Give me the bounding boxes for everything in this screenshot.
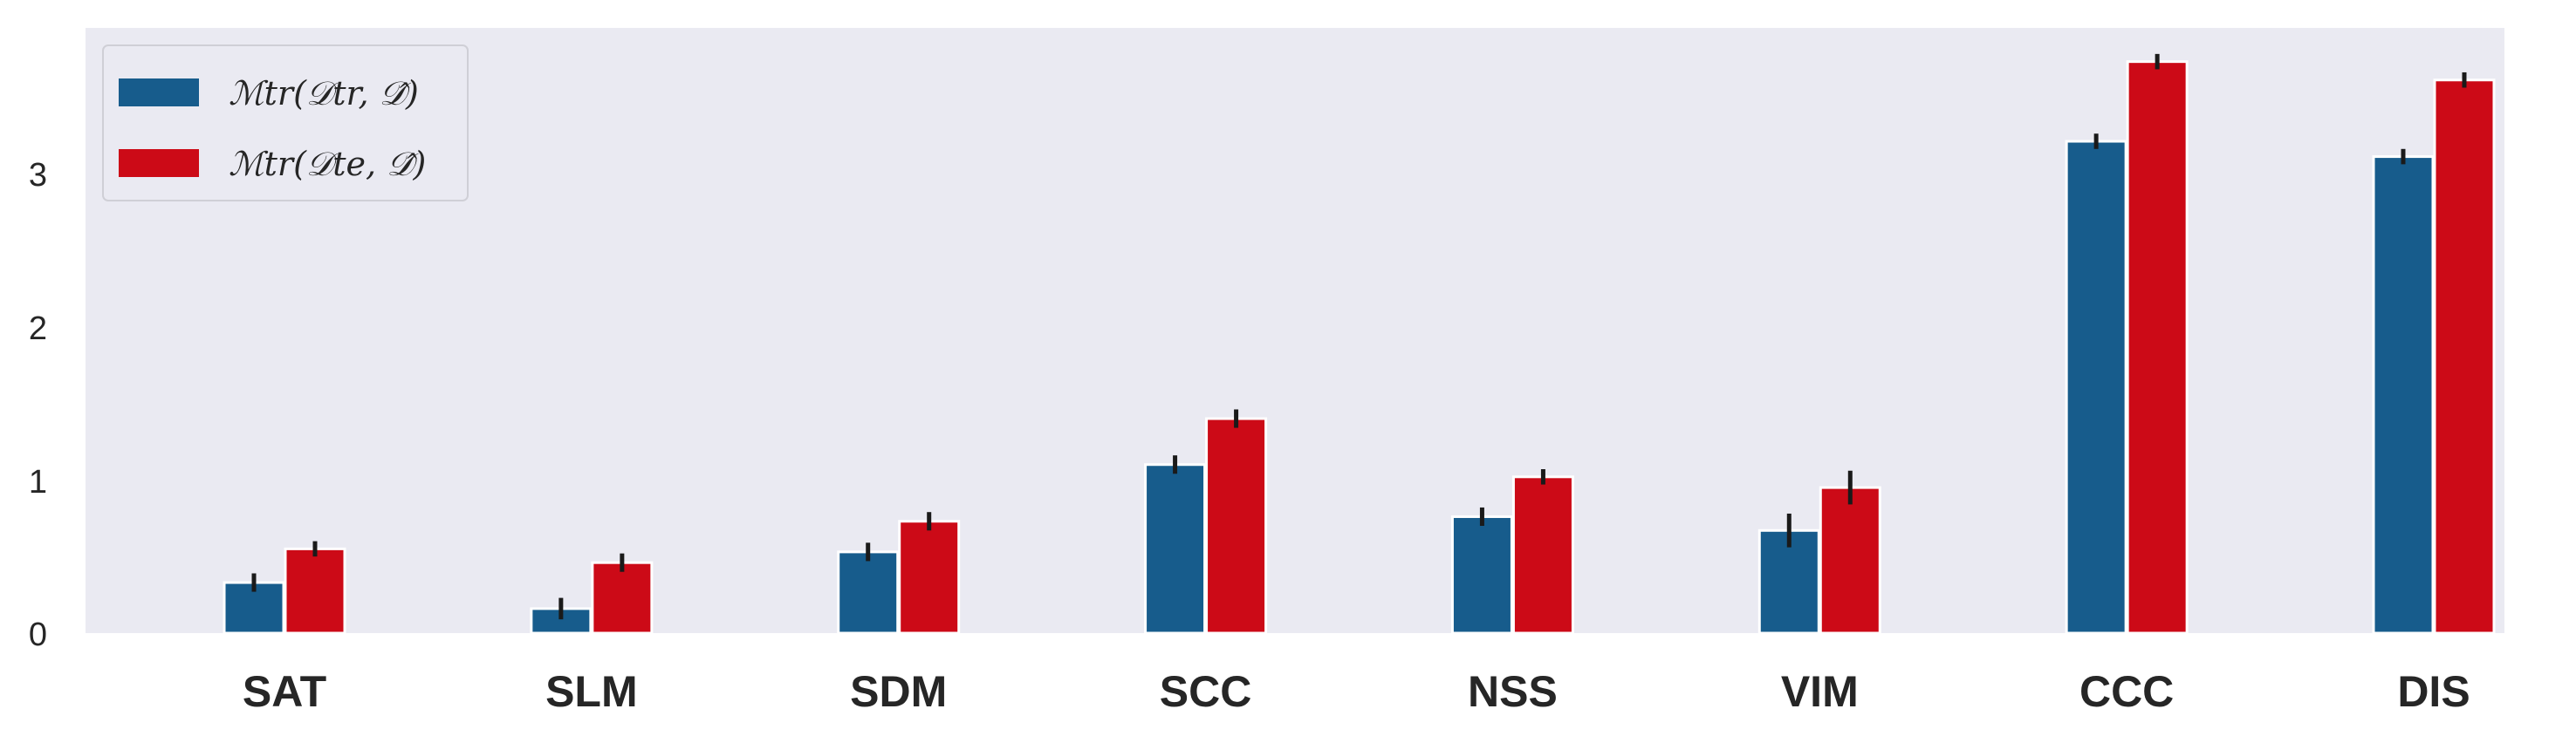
y-tick-label-2: 2 [29, 310, 47, 347]
x-axis-ticks: SAT SLM SDM SCC NSS VIM CCC DIS [243, 667, 2470, 716]
x-tick-label-sat: SAT [243, 667, 326, 716]
bar-scc-series-2 [1205, 417, 1268, 635]
x-tick-label-dis: DIS [2397, 667, 2470, 716]
x-tick-label-sdm: SDM [850, 667, 947, 716]
y-tick-label-1: 1 [29, 464, 47, 501]
error-bars-layer [251, 53, 2467, 620]
x-tick-label-slm: SLM [545, 667, 638, 716]
legend: ℳtr(𝒟tr, 𝒟̂) ℳtr(𝒟te, 𝒟̂) [102, 44, 469, 201]
bar-ccc-series-1 [2065, 140, 2127, 635]
y-axis-ticks: 0 1 2 3 [29, 157, 47, 653]
legend-label-train: ℳtr(𝒟tr, 𝒟̂) [229, 74, 419, 112]
bar-dis-series-1 [2372, 155, 2435, 635]
bar-vim-series-2 [1819, 486, 1881, 635]
legend-label-test: ℳtr(𝒟te, 𝒟̂) [229, 145, 426, 183]
bar-dis-series-2 [2433, 78, 2496, 635]
bars-layer [223, 60, 2496, 635]
bar-scc-series-1 [1144, 463, 1207, 635]
bar-nss-series-1 [1450, 515, 1513, 635]
x-tick-label-scc: SCC [1160, 667, 1252, 716]
x-tick-label-ccc: CCC [2079, 667, 2174, 716]
y-tick-label-0: 0 [29, 617, 47, 653]
bar-sdm-series-2 [898, 520, 961, 635]
y-tick-label-3: 3 [29, 157, 47, 194]
bar-ccc-series-2 [2126, 60, 2189, 635]
legend-swatch-test [119, 149, 199, 177]
x-tick-label-nss: NSS [1468, 667, 1558, 716]
x-tick-label-vim: VIM [1781, 667, 1859, 716]
bar-nss-series-2 [1511, 475, 1574, 635]
bar-sdm-series-1 [837, 550, 900, 635]
bar-slm-series-2 [591, 561, 654, 635]
bar-vim-series-1 [1757, 528, 1820, 635]
legend-swatch-train [119, 78, 199, 106]
bar-sat-series-2 [284, 547, 346, 635]
